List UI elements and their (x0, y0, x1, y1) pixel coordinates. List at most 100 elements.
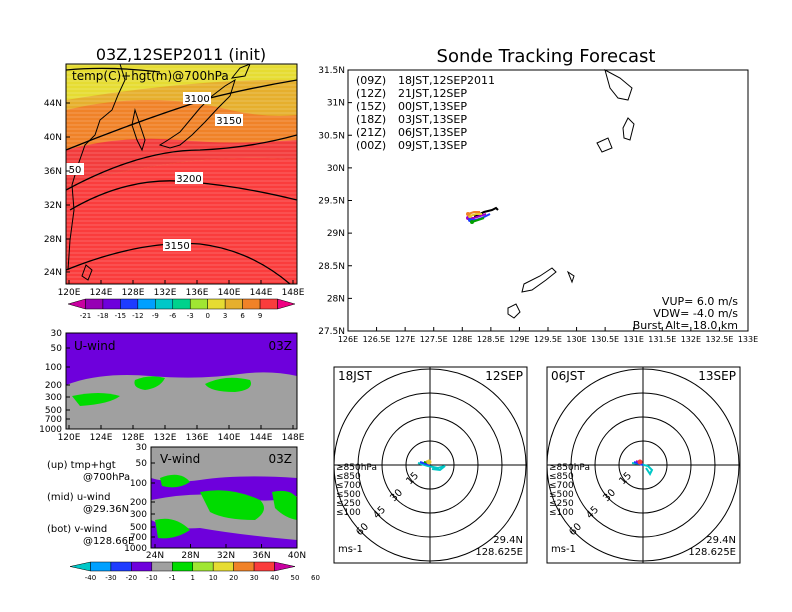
colorbar-swatch (274, 561, 296, 572)
lon-tick-label: 124E (90, 433, 113, 443)
colorbar-label: 3 (223, 312, 227, 320)
polar-right-lat: 29.4N (706, 535, 736, 546)
colorbar-label: 30 (250, 574, 259, 582)
level-label: ≤700 (336, 481, 361, 491)
polar-left: 18JST 12SEP 15 30 45 60 ≥850hPa ≤850 ≤70… (333, 366, 528, 564)
coastline-china (67, 64, 126, 271)
colorbar-label: -18 (97, 312, 108, 320)
lat-tick-label: 36N (44, 167, 62, 177)
lat-tick-label: 30.5N (318, 131, 345, 141)
coastline-taiwan (81, 264, 93, 281)
temp-colorbar: -21 -18 -15 -12 -9 -6 -3 0 3 6 9 (67, 298, 296, 320)
track-legend-jst: 21JST,12SEP (398, 87, 467, 100)
lon-tick-label: 124E (90, 288, 113, 298)
contour-label-bg (66, 163, 84, 175)
contour-label-bg (175, 172, 203, 184)
vwind-panel-frame (150, 446, 298, 549)
level-label: ≤850 (336, 472, 361, 482)
vdw-label: VDW= -4.0 m/s (653, 307, 738, 320)
lon-tick-label: 126E (338, 335, 358, 344)
lon-tick-label: 148E (282, 288, 305, 298)
temp-axis-ticks: 24N 28N 32N 36N 40N 44N 120E 124E 128E 132E 136E 14… (44, 99, 305, 298)
sonde-track-5 (467, 211, 480, 215)
legend-bot-line2: @128.66E (83, 536, 134, 547)
colorbar-swatch (137, 298, 156, 310)
lat-tick-label: 24N (146, 551, 164, 561)
wind-colorbar: -40 -30 -20 -10 -1 1 10 20 30 40 50 60 (69, 561, 320, 582)
lat-tick-label: 30N (327, 164, 345, 174)
level-label: ≤250 (549, 499, 574, 509)
colorbar-swatch (172, 561, 193, 572)
colorbar-label: 9 (258, 312, 262, 320)
colorbar-label: -10 (146, 574, 157, 582)
lon-tick-label: 120E (58, 288, 81, 298)
colorbar-swatch (207, 298, 226, 310)
colorbar-swatch (233, 561, 255, 572)
colorbar-label: -9 (152, 312, 159, 320)
pressure-tick-label: 700 (45, 415, 62, 425)
lon-tick-label: 128E (452, 335, 472, 344)
lat-tick-label: 29N (327, 229, 345, 239)
colorbar-swatch (189, 298, 208, 310)
polar-left-lon: 128.625E (475, 547, 523, 558)
pressure-tick-label: 30 (51, 329, 63, 339)
lon-tick-label: 128E (122, 433, 145, 443)
island-outline (604, 69, 633, 101)
lon-tick-label: 132E (154, 433, 177, 443)
island-outline (507, 303, 521, 319)
pressure-tick-label: 30 (136, 443, 148, 453)
sonde-tracks (466, 206, 499, 224)
vwind-field (151, 447, 297, 548)
lat-tick-label: 44N (44, 99, 62, 109)
lon-tick-label: 128.5E (477, 335, 505, 344)
level-label: ≤250 (336, 499, 361, 509)
island-outline (521, 267, 557, 293)
legend-up-line2: @700hPa (83, 472, 130, 483)
track-panel: Sonde Tracking Forecast (09Z) 18JST,12SE… (318, 46, 758, 344)
vup-label: VUP= 6.0 m/s (662, 295, 738, 308)
colorbar-label: 10 (209, 574, 218, 582)
lon-tick-label: 140E (218, 433, 241, 443)
legend-mid-line1: (mid) u-wind (47, 492, 110, 503)
colorbar-label: 20 (229, 574, 238, 582)
uwind-fill-upper (66, 333, 297, 375)
lon-tick-label: 129E (509, 335, 529, 344)
lat-tick-label: 32N (217, 551, 235, 561)
level-label: ≤100 (549, 508, 574, 518)
polar-right-units: ms-1 (551, 544, 576, 555)
vwind-fill-green-4 (155, 518, 190, 539)
uwind-fill-grey-low (66, 407, 297, 429)
lon-tick-label: 136E (186, 288, 209, 298)
lon-tick-label: 120E (58, 433, 81, 443)
lat-tick-label: 24N (44, 268, 62, 278)
temp-panel-frame (65, 63, 298, 285)
island-outline (596, 137, 613, 153)
colorbar-swatch (259, 298, 278, 310)
temp-panel: 03Z,12SEP2011 (init) 3100 3150 (44, 45, 305, 320)
legend-up-line1: (up) tmp+hgt (47, 460, 116, 471)
polar-left-date: 12SEP (485, 369, 523, 383)
track-axis-ticks: 27.5N 28N 28.5N 29N 29.5N 30N 30.5N 31N 31.5N 126… (318, 66, 758, 344)
colorbar-label: -20 (126, 574, 137, 582)
island-outline (622, 117, 635, 141)
colorbar-swatch (69, 561, 91, 572)
pressure-tick-label: 100 (45, 363, 62, 373)
lat-tick-label: 28N (327, 294, 345, 304)
track-legend-zulu: (21Z) (356, 126, 386, 139)
colorbar-label: -1 (169, 574, 176, 582)
contour-label-bg (215, 114, 243, 126)
polar-right: 06JST 13SEP 15 30 45 60 ≥850hPa ≤850 ≤70… (546, 366, 741, 564)
colorbar-swatch (155, 298, 174, 310)
contour-label: 3150 (164, 241, 189, 252)
level-label: ≥850hPa (549, 463, 590, 473)
lon-tick-label: 130E (566, 335, 586, 344)
uwind-field (66, 333, 297, 429)
wind-hodograph-surface (637, 459, 643, 465)
vwind-time: 03Z (269, 452, 293, 466)
pressure-tick-label: 700 (130, 533, 147, 543)
lon-tick-label: 132.5E (705, 335, 733, 344)
coastline-korea (131, 108, 146, 152)
colorbar-swatch (102, 298, 121, 310)
lon-tick-label: 130.5E (591, 335, 619, 344)
track-legend-zulu: (15Z) (356, 100, 386, 113)
